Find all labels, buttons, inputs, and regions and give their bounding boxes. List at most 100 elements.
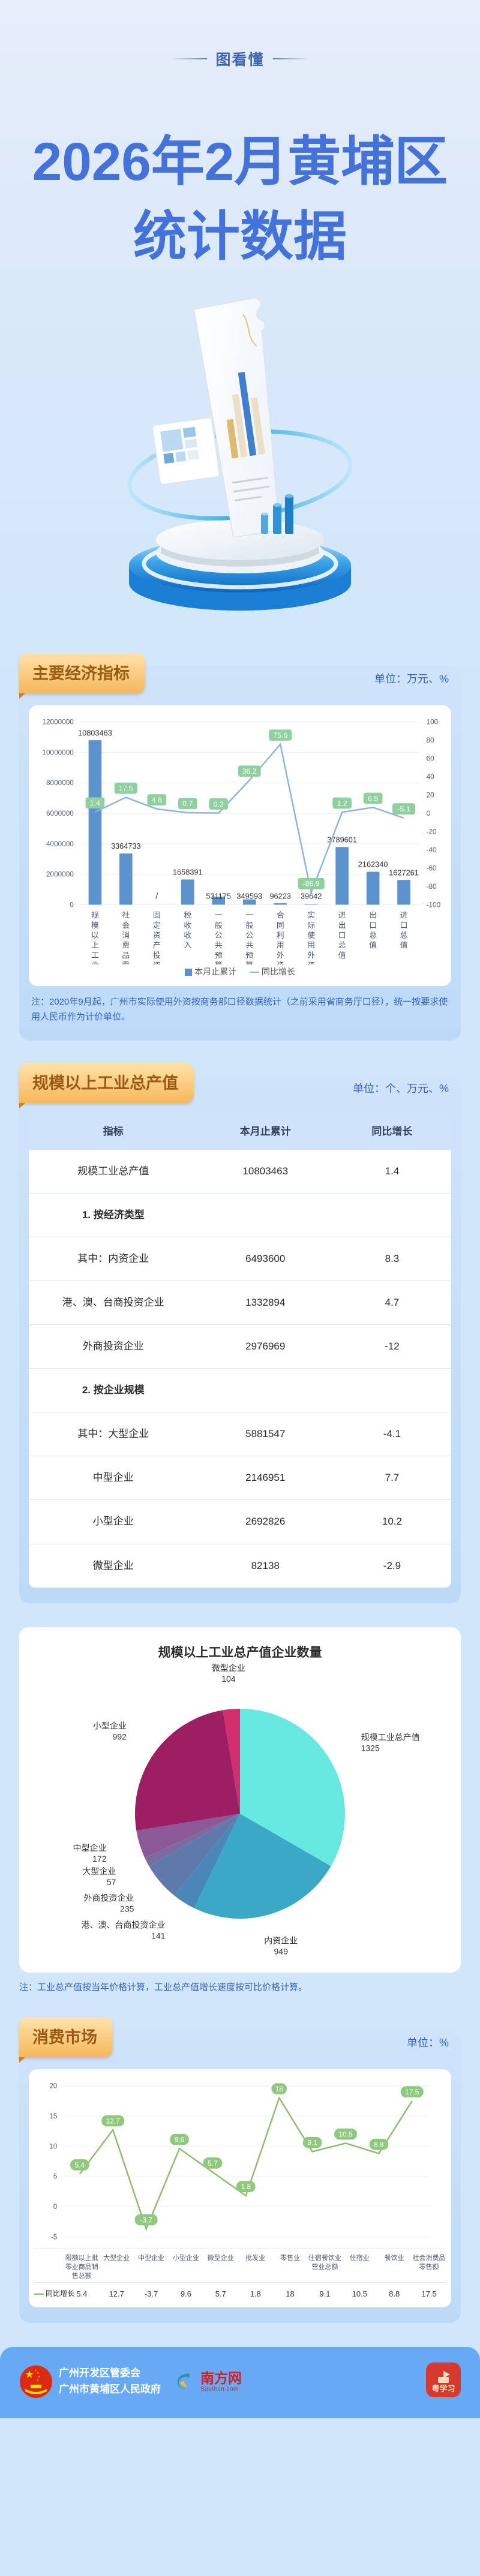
svg-text:-100: -100 <box>427 901 441 909</box>
svg-text:992: 992 <box>113 1732 127 1741</box>
svg-text:公: 公 <box>215 930 223 939</box>
svg-text:规模工业总产值: 规模工业总产值 <box>361 1732 420 1742</box>
svg-text:-5.1: -5.1 <box>397 805 410 813</box>
svg-text:6.5: 6.5 <box>368 794 378 802</box>
svg-text:港、澳、台商投资企业: 港、澳、台商投资企业 <box>82 1920 166 1929</box>
svg-text:收: 收 <box>184 921 191 930</box>
svg-text:3364733: 3364733 <box>111 841 141 850</box>
svg-text:-60: -60 <box>427 864 437 872</box>
svg-text:8000000: 8000000 <box>46 779 74 787</box>
svg-text:进: 进 <box>338 910 346 919</box>
svg-text:总: 总 <box>369 930 377 939</box>
svg-text:总: 总 <box>400 930 408 939</box>
svg-text:20: 20 <box>427 791 435 799</box>
svg-text:业: 业 <box>91 961 99 964</box>
svg-text:资: 资 <box>307 961 315 964</box>
svg-text:利: 利 <box>277 930 284 939</box>
svg-text:固: 固 <box>153 910 161 919</box>
svg-text:4000000: 4000000 <box>46 840 74 848</box>
svg-text:5.7: 5.7 <box>208 2160 217 2168</box>
svg-text:共: 共 <box>245 940 253 949</box>
svg-text:算: 算 <box>245 961 253 964</box>
svg-text:100: 100 <box>427 719 439 726</box>
svg-text:-86.9: -86.9 <box>303 880 320 888</box>
svg-text:品: 品 <box>122 951 130 960</box>
svg-text:值: 值 <box>338 951 346 960</box>
svg-text:235: 235 <box>120 1904 134 1913</box>
svg-text:0: 0 <box>70 901 74 909</box>
svg-text:会: 会 <box>122 921 130 930</box>
svg-text:资: 资 <box>153 961 161 964</box>
svg-text:4.8: 4.8 <box>152 796 162 804</box>
svg-text:0: 0 <box>53 2203 58 2211</box>
svg-text:用: 用 <box>277 940 284 949</box>
svg-text:预: 预 <box>215 951 223 960</box>
svg-text:10: 10 <box>49 2142 58 2150</box>
svg-text:5: 5 <box>53 2173 58 2181</box>
svg-text:上: 上 <box>91 940 99 949</box>
svg-text:外: 外 <box>307 951 315 960</box>
svg-text:104: 104 <box>221 1674 236 1684</box>
svg-text:1.8: 1.8 <box>241 2183 251 2191</box>
svg-text:进: 进 <box>400 910 408 919</box>
svg-text:税: 税 <box>184 910 191 919</box>
svg-text:般: 般 <box>215 921 223 930</box>
svg-text:口: 口 <box>369 921 377 930</box>
svg-text:总: 总 <box>338 940 346 949</box>
svg-text:外商投资企业: 外商投资企业 <box>83 1893 134 1902</box>
svg-text:预: 预 <box>245 951 253 960</box>
svg-text:6000000: 6000000 <box>46 810 74 817</box>
svg-text:产: 产 <box>153 940 161 949</box>
svg-text:1627261: 1627261 <box>389 868 419 877</box>
svg-text:1.4: 1.4 <box>90 799 100 807</box>
svg-text:出: 出 <box>338 921 346 930</box>
svg-text:17.5: 17.5 <box>119 784 133 793</box>
svg-text:收: 收 <box>184 930 191 939</box>
svg-text:9.1: 9.1 <box>307 2139 317 2147</box>
svg-text:531175: 531175 <box>206 892 231 901</box>
svg-text:内资企业: 内资企业 <box>264 1935 298 1945</box>
svg-text:96223: 96223 <box>269 892 291 901</box>
svg-text:57: 57 <box>107 1877 116 1887</box>
svg-text:公: 公 <box>245 930 253 939</box>
svg-text:以: 以 <box>91 930 99 939</box>
svg-text:2162340: 2162340 <box>358 860 388 869</box>
svg-text:出: 出 <box>369 910 377 919</box>
svg-text:粤学习: 粤学习 <box>431 2384 455 2393</box>
svg-text:外: 外 <box>277 951 284 960</box>
svg-text:172: 172 <box>92 1854 107 1863</box>
svg-text:口: 口 <box>338 930 346 939</box>
svg-text:资: 资 <box>153 930 161 939</box>
svg-text:共: 共 <box>215 940 223 949</box>
svg-text:0: 0 <box>427 810 431 817</box>
svg-text:10.5: 10.5 <box>339 2131 353 2139</box>
svg-text:大型企业: 大型企业 <box>82 1866 116 1876</box>
svg-text:15: 15 <box>49 2112 58 2120</box>
svg-text:18: 18 <box>275 2085 284 2093</box>
svg-text:工: 工 <box>91 951 99 960</box>
svg-text:349593: 349593 <box>236 892 262 901</box>
svg-text:-80: -80 <box>427 883 437 891</box>
svg-text:消: 消 <box>122 930 130 939</box>
svg-text:75.6: 75.6 <box>273 731 287 740</box>
svg-text:模: 模 <box>91 921 99 930</box>
svg-text:费: 费 <box>122 940 130 949</box>
svg-text:微型企业: 微型企业 <box>212 1663 245 1673</box>
svg-text:9.6: 9.6 <box>175 2136 185 2144</box>
svg-text:投: 投 <box>153 951 161 960</box>
svg-text:949: 949 <box>274 1946 289 1956</box>
svg-text:口: 口 <box>400 921 408 930</box>
svg-text:12000000: 12000000 <box>42 719 74 726</box>
svg-text:5.4: 5.4 <box>75 2162 85 2169</box>
svg-text:1658391: 1658391 <box>173 867 203 876</box>
svg-text:36.2: 36.2 <box>242 767 257 775</box>
svg-text:定: 定 <box>153 921 161 930</box>
svg-text:60: 60 <box>427 755 435 763</box>
svg-text:实: 实 <box>307 910 315 919</box>
svg-text:一: 一 <box>245 910 253 919</box>
svg-text:合: 合 <box>277 910 284 919</box>
svg-text:1.2: 1.2 <box>337 799 347 807</box>
svg-text:12.7: 12.7 <box>106 2118 120 2126</box>
svg-text:1325: 1325 <box>361 1743 380 1753</box>
svg-text:同: 同 <box>277 921 284 930</box>
